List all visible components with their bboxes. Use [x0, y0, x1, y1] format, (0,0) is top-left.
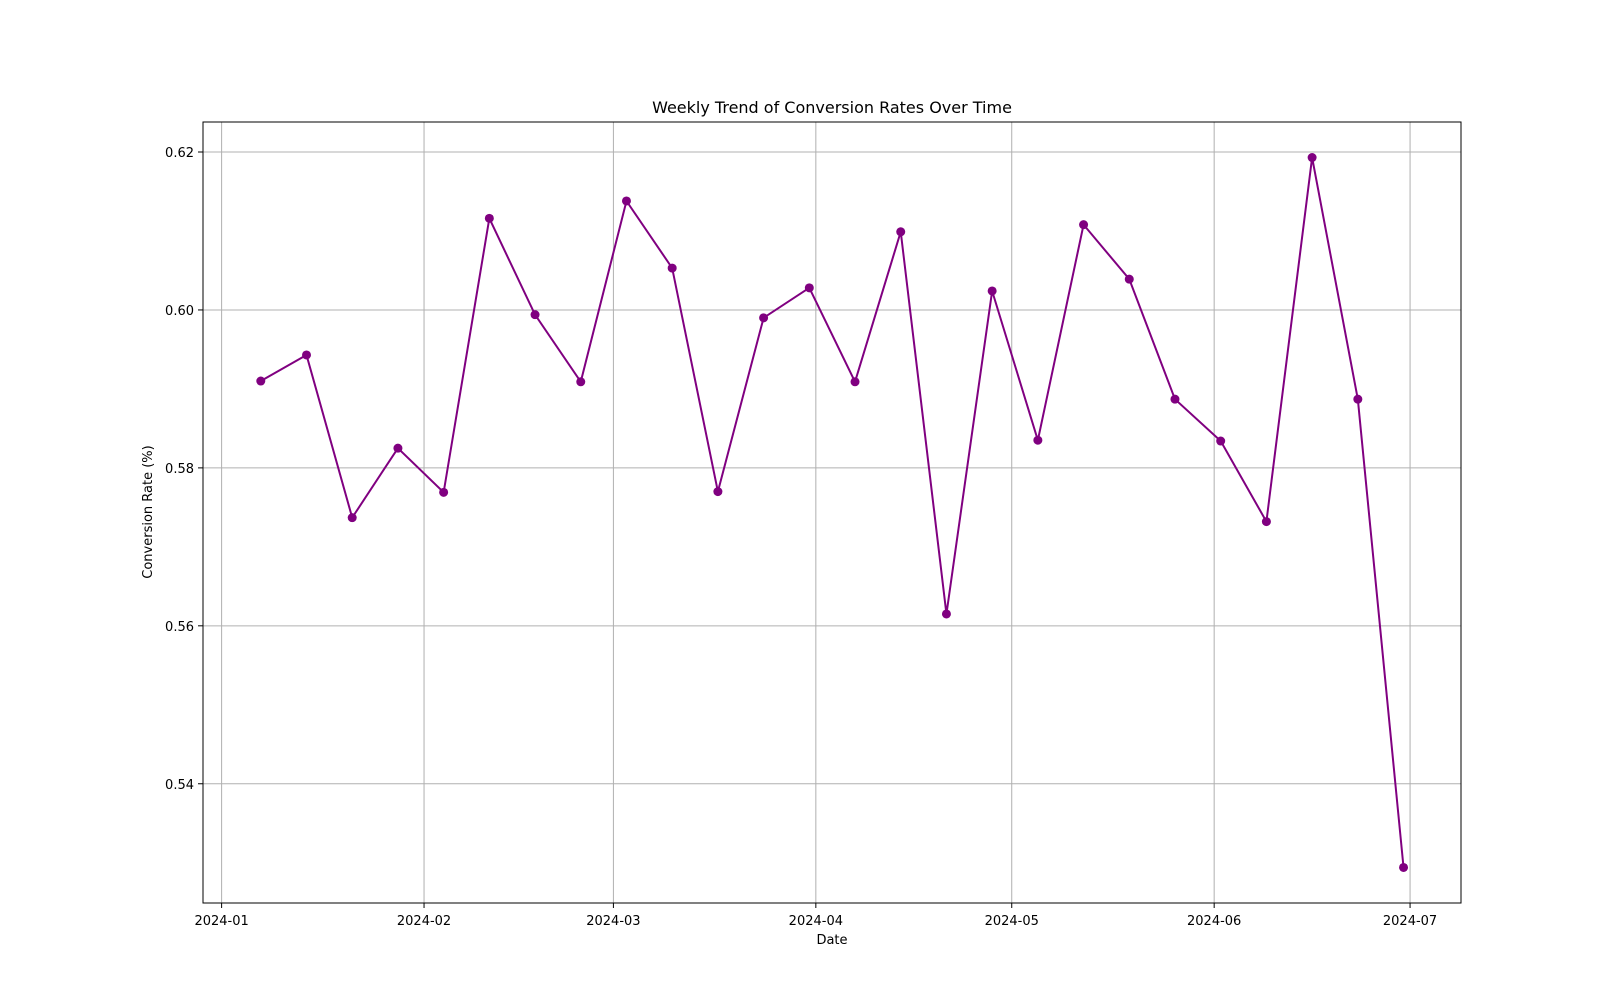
point	[804, 283, 814, 293]
point	[576, 377, 586, 387]
point	[987, 286, 997, 296]
point	[256, 376, 266, 386]
x-tick-label: 2024-03	[586, 914, 640, 929]
point	[347, 513, 357, 523]
y-tick-label: 0.62	[165, 146, 194, 161]
line	[260, 157, 1405, 868]
x-tick-label: 2024-04	[789, 914, 843, 929]
point	[896, 227, 906, 237]
point	[393, 443, 403, 453]
point	[941, 609, 951, 619]
point	[1261, 517, 1271, 527]
point	[1124, 274, 1134, 284]
x-tick-label: 2024-01	[194, 914, 248, 929]
point	[302, 350, 312, 360]
point	[1033, 435, 1043, 445]
y-tick-label: 0.58	[165, 462, 194, 477]
point	[850, 377, 860, 387]
x-tick-label: 2024-02	[397, 914, 451, 929]
point	[713, 487, 723, 497]
point	[530, 310, 540, 320]
y-tick-label: 0.56	[165, 620, 194, 635]
point	[1170, 394, 1180, 404]
point	[1307, 153, 1317, 163]
x-tick-label: 2024-07	[1383, 914, 1437, 929]
y-axis-label: Conversion Rate (%)	[141, 445, 156, 578]
point	[484, 213, 494, 223]
point	[439, 487, 449, 497]
point	[1216, 436, 1226, 446]
point	[667, 263, 677, 273]
point	[621, 196, 631, 206]
x-tick-label: 2024-06	[1187, 914, 1241, 929]
x-axis-label: Date	[816, 933, 847, 948]
point	[1353, 394, 1363, 404]
point	[759, 313, 769, 323]
x-tick-label: 2024-05	[985, 914, 1039, 929]
chart-title: Weekly Trend of Conversion Rates Over Ti…	[652, 98, 1012, 117]
y-tick-label: 0.54	[165, 778, 194, 793]
point	[1399, 862, 1409, 872]
plot-frame	[202, 121, 1462, 904]
point	[1079, 220, 1089, 230]
y-tick-label: 0.60	[165, 304, 194, 319]
